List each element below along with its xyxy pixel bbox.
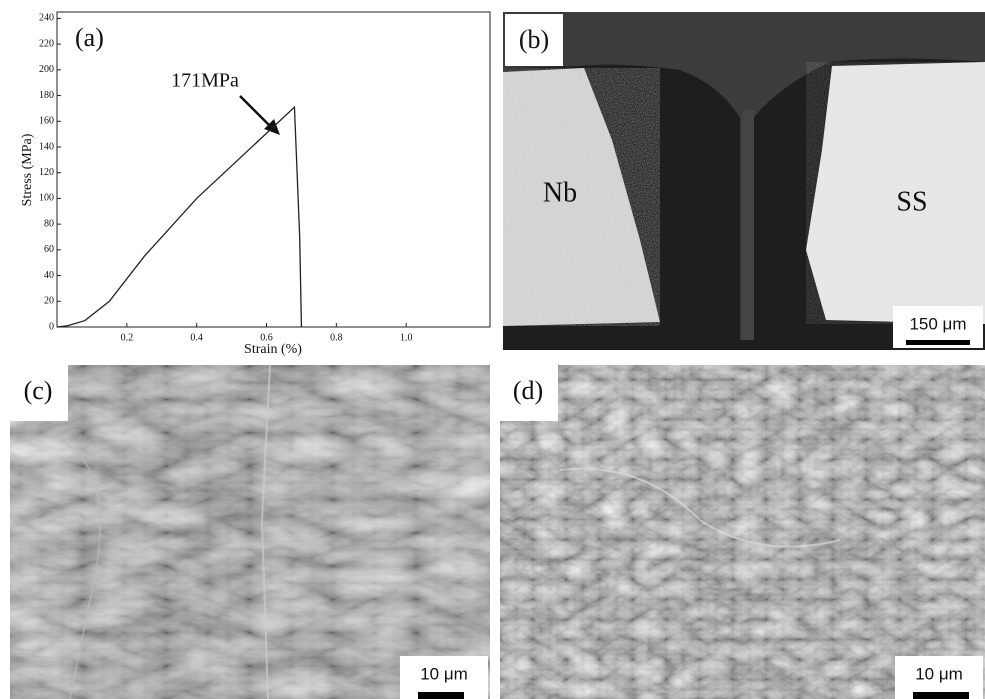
micrograph-c: (c) 10 μm: [10, 365, 490, 699]
y-tick-label: 220: [39, 38, 54, 49]
y-tick-label: 80: [44, 218, 54, 229]
panel-label: (d): [513, 376, 543, 405]
sem-image: [500, 365, 985, 699]
x-tick-label: 1.0: [400, 332, 413, 343]
gap-channel: [742, 110, 754, 340]
scale-bar-label: 10 μm: [915, 664, 963, 683]
panel-label: (c): [24, 376, 53, 405]
x-tick-label: 0.4: [190, 332, 203, 343]
x-axis-label: Strain (%): [244, 342, 302, 357]
y-tick-label: 120: [39, 167, 54, 178]
figure: (a) 171MPa Strain (%) Stress (MPa) 0 20 40…: [0, 0, 985, 699]
y-tick-label: 200: [39, 64, 54, 75]
stress-strain-line: [57, 107, 301, 327]
stress-strain-chart: (a) 171MPa Strain (%) Stress (MPa) 0 20 40…: [20, 12, 490, 357]
region-label: Nb: [543, 177, 577, 208]
annotation-arrow: [240, 96, 272, 128]
x-tick-label: 0.8: [330, 332, 343, 343]
y-tick-label: 240: [39, 13, 54, 24]
y-tick-label: 160: [39, 116, 54, 127]
y-axis-label: Stress (MPa): [20, 133, 35, 206]
y-tick-label: 180: [39, 90, 54, 101]
y-tick-label: 140: [39, 141, 54, 152]
panel-label: (b): [519, 25, 549, 54]
region-label: SS: [896, 186, 927, 217]
x-tick-label: 0.6: [260, 332, 273, 343]
x-tick-label: 0.2: [121, 332, 134, 343]
y-tick-label: 0: [49, 321, 54, 332]
y-tick-label: 20: [44, 296, 54, 307]
scale-bar: [913, 692, 969, 699]
sem-image: [10, 365, 490, 699]
scale-bar: [906, 340, 970, 345]
y-tick-label: 60: [44, 244, 54, 255]
panel-label: (a): [75, 23, 104, 52]
micrograph-b: (b) Nb SS 150 μm: [503, 12, 985, 350]
micrograph-d: (d) 10 μm: [500, 365, 985, 699]
scale-bar-label: 150 μm: [909, 314, 966, 333]
y-tick-label: 40: [44, 270, 54, 281]
scale-bar: [418, 692, 464, 699]
scale-bar-label: 10 μm: [420, 664, 468, 683]
y-tick-label: 100: [39, 193, 54, 204]
annotation: 171MPa: [171, 70, 239, 92]
plot-frame: [57, 12, 490, 327]
